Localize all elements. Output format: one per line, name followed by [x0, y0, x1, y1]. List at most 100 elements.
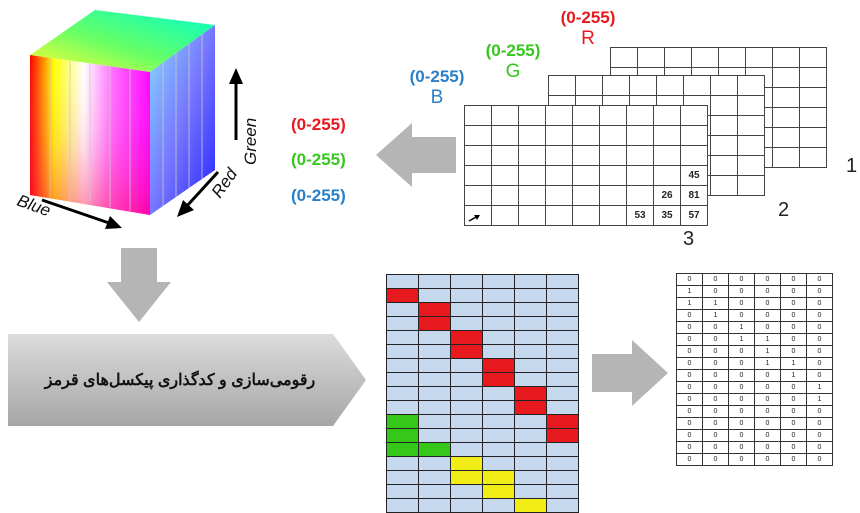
pixel-cell: [386, 344, 419, 359]
binary-cell: 0: [676, 429, 703, 442]
red-pixel: [386, 288, 419, 303]
pixel-matrix: [386, 274, 579, 513]
grid-cell: [545, 185, 573, 206]
pixel-cell: [418, 428, 451, 443]
middle-range-green: (0-255): [291, 150, 346, 169]
binary-cell: 0: [676, 393, 703, 406]
grid-value: 81: [680, 185, 708, 206]
binary-cell: 1: [676, 285, 703, 298]
pixel-cell: [482, 498, 515, 513]
grid-cell: [572, 165, 600, 186]
grid-cell: [572, 205, 600, 226]
pixel-cell: [418, 274, 451, 289]
red-pixel: [418, 302, 451, 317]
binary-cell: 0: [780, 321, 807, 334]
grid-value: 53: [626, 205, 654, 226]
pixel-cell: [386, 330, 419, 345]
grid-cell: [772, 147, 800, 168]
pixel-cell: [546, 358, 579, 373]
binary-cell: 0: [754, 321, 781, 334]
pixel-cell: [450, 288, 483, 303]
cube-slice-lines: [49, 34, 203, 211]
binary-cell: 0: [702, 357, 729, 370]
grid-cell: [680, 145, 708, 166]
binary-cell: 0: [702, 285, 729, 298]
binary-cell: 1: [754, 345, 781, 358]
binary-cell: 0: [728, 309, 755, 322]
layer-number-1: 1: [846, 155, 858, 177]
grid-cell: [572, 185, 600, 206]
pixel-cell: [482, 428, 515, 443]
pixel-cell: [450, 442, 483, 457]
grid-cell: [545, 105, 573, 126]
pixel-cell: [418, 288, 451, 303]
binary-cell: 0: [806, 285, 833, 298]
grid-cell: [599, 105, 627, 126]
red-pixel: [546, 428, 579, 443]
channel-r-label: (0-255) R: [548, 8, 628, 50]
grid-cell: [737, 75, 765, 96]
grid-cell: [653, 105, 681, 126]
pixel-cell: [418, 372, 451, 387]
binary-cell: 0: [780, 381, 807, 394]
grid-cell: [572, 105, 600, 126]
binary-cell: 0: [676, 417, 703, 430]
pixel-cell: [418, 456, 451, 471]
binary-cell: 0: [754, 393, 781, 406]
pixel-cell: [514, 330, 547, 345]
yellow-pixel: [514, 498, 547, 513]
grid-cell: [718, 47, 746, 68]
grid-cell: [626, 105, 654, 126]
grid-cell: [683, 75, 711, 96]
red-pixel: [514, 386, 547, 401]
grid-corner-arrow: [468, 215, 480, 222]
pixel-cell: [450, 400, 483, 415]
pixel-cell: [386, 372, 419, 387]
pixel-cell: [546, 456, 579, 471]
grid-cell: [664, 47, 692, 68]
red-pixel: [514, 400, 547, 415]
channel-b-range: (0-255): [409, 67, 465, 86]
grid-cell: [680, 125, 708, 146]
grid-cell: [626, 165, 654, 186]
binary-cell: 0: [702, 441, 729, 454]
pixel-cell: [482, 316, 515, 331]
green-pixel: [418, 442, 451, 457]
grid-value: 45: [680, 165, 708, 186]
grid-cell: [602, 75, 630, 96]
binary-cell: 0: [702, 369, 729, 382]
binary-cell: 0: [754, 441, 781, 454]
grid-cell: [610, 47, 638, 68]
binary-cell: 0: [806, 405, 833, 418]
channel-b-name: B: [430, 87, 444, 108]
pixel-cell: [418, 400, 451, 415]
pixel-cell: [418, 484, 451, 499]
binary-cell: 0: [754, 297, 781, 310]
pixel-cell: [450, 274, 483, 289]
binary-cell: 0: [676, 321, 703, 334]
pixel-cell: [514, 456, 547, 471]
pixel-cell: [546, 344, 579, 359]
binary-cell: 0: [728, 345, 755, 358]
binary-cell: 0: [754, 369, 781, 382]
channel-b-label: (0-255) B: [397, 67, 477, 109]
pixel-cell: [418, 414, 451, 429]
binary-cell: 0: [676, 333, 703, 346]
pixel-cell: [482, 288, 515, 303]
pixel-cell: [514, 428, 547, 443]
red-axis-arrow: [177, 170, 220, 217]
binary-cell: 0: [676, 453, 703, 466]
binary-cell: 0: [728, 393, 755, 406]
channel-r-range: (0-255): [560, 8, 616, 27]
binary-cell: 0: [676, 357, 703, 370]
grid-cell: [653, 145, 681, 166]
red-pixel: [450, 344, 483, 359]
blue-axis-arrow: [41, 198, 122, 229]
binary-cell: 0: [806, 321, 833, 334]
grid-cell: [799, 147, 827, 168]
grid-cell: [545, 145, 573, 166]
binary-cell: 0: [676, 345, 703, 358]
pixel-cell: [546, 288, 579, 303]
binary-cell: 0: [754, 285, 781, 298]
